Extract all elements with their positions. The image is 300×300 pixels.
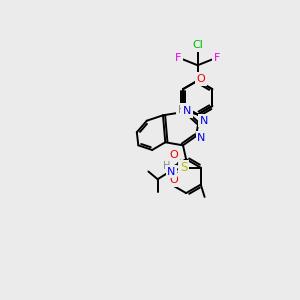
Text: F: F	[214, 52, 220, 63]
Text: H: H	[178, 105, 185, 115]
Text: H: H	[163, 161, 171, 171]
Text: N: N	[183, 106, 191, 116]
Text: O: O	[196, 74, 205, 84]
Text: O: O	[169, 175, 178, 185]
Text: F: F	[175, 52, 182, 63]
Text: N: N	[167, 167, 176, 176]
Text: N: N	[200, 116, 208, 126]
Text: S: S	[180, 161, 188, 174]
Text: Cl: Cl	[192, 40, 203, 50]
Text: O: O	[169, 150, 178, 160]
Text: N: N	[197, 133, 206, 142]
